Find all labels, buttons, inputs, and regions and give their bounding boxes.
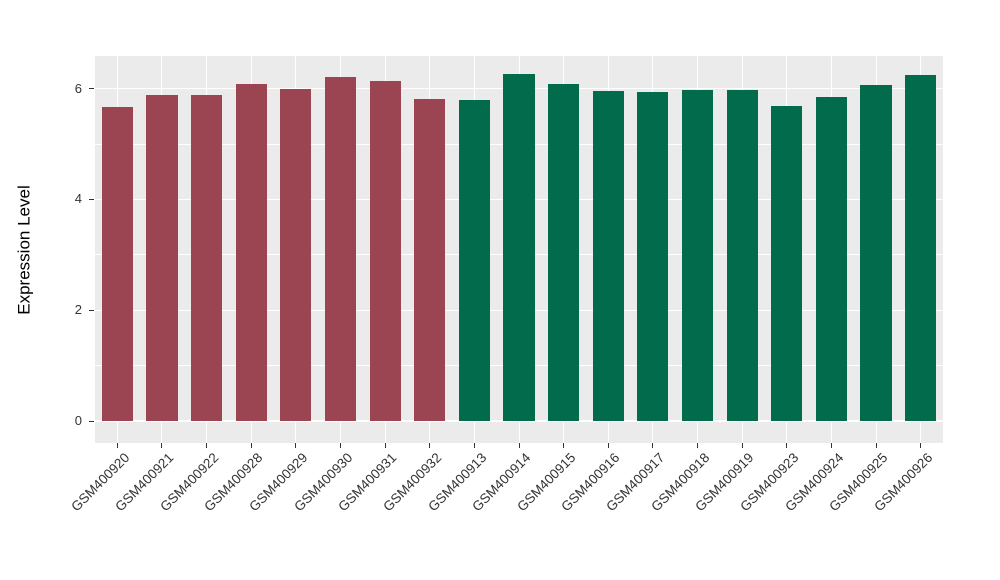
x-tick [741, 443, 743, 448]
x-tick [429, 443, 431, 448]
y-tick-label: 0 [74, 413, 82, 428]
x-tick [830, 443, 832, 448]
bar [146, 95, 178, 421]
x-tick [339, 443, 341, 448]
bar [637, 91, 669, 421]
x-tick [161, 443, 163, 448]
x-tick [607, 443, 609, 448]
bar [324, 76, 357, 421]
x-tick [920, 443, 922, 448]
bar [235, 83, 267, 421]
y-tick-label: 4 [74, 191, 82, 207]
y-tick-label: 6 [74, 80, 82, 96]
y-axis-title: Expression Level [6, 56, 44, 443]
x-tick [563, 443, 565, 448]
bar [860, 85, 892, 421]
x-tick [786, 443, 788, 448]
x-tick [875, 443, 877, 448]
bar [726, 90, 758, 421]
bar [503, 74, 535, 421]
bar [771, 106, 803, 421]
bar [815, 96, 847, 421]
x-tick [697, 443, 699, 448]
x-tick [518, 443, 520, 448]
bar [280, 88, 312, 421]
bar [369, 81, 401, 421]
bar [414, 98, 446, 421]
bar [548, 83, 580, 421]
bar [681, 90, 714, 421]
y-tick [89, 420, 94, 422]
y-axis-title-text: Expression Level [15, 184, 34, 315]
x-tick [384, 443, 386, 448]
y-tick [89, 88, 94, 90]
bar [458, 99, 490, 421]
x-tick [295, 443, 297, 448]
x-tick [206, 443, 208, 448]
x-tick [250, 443, 252, 448]
bar [905, 75, 937, 421]
y-gridline-major [95, 420, 943, 422]
y-tick [89, 198, 94, 200]
bar [101, 106, 133, 421]
x-tick [652, 443, 654, 448]
x-tick [473, 443, 475, 448]
bar [592, 90, 624, 421]
bar [190, 95, 223, 421]
y-tick-label: 2 [74, 302, 82, 318]
plot-panel [95, 56, 943, 443]
x-tick [116, 443, 118, 448]
y-tick [89, 309, 94, 311]
